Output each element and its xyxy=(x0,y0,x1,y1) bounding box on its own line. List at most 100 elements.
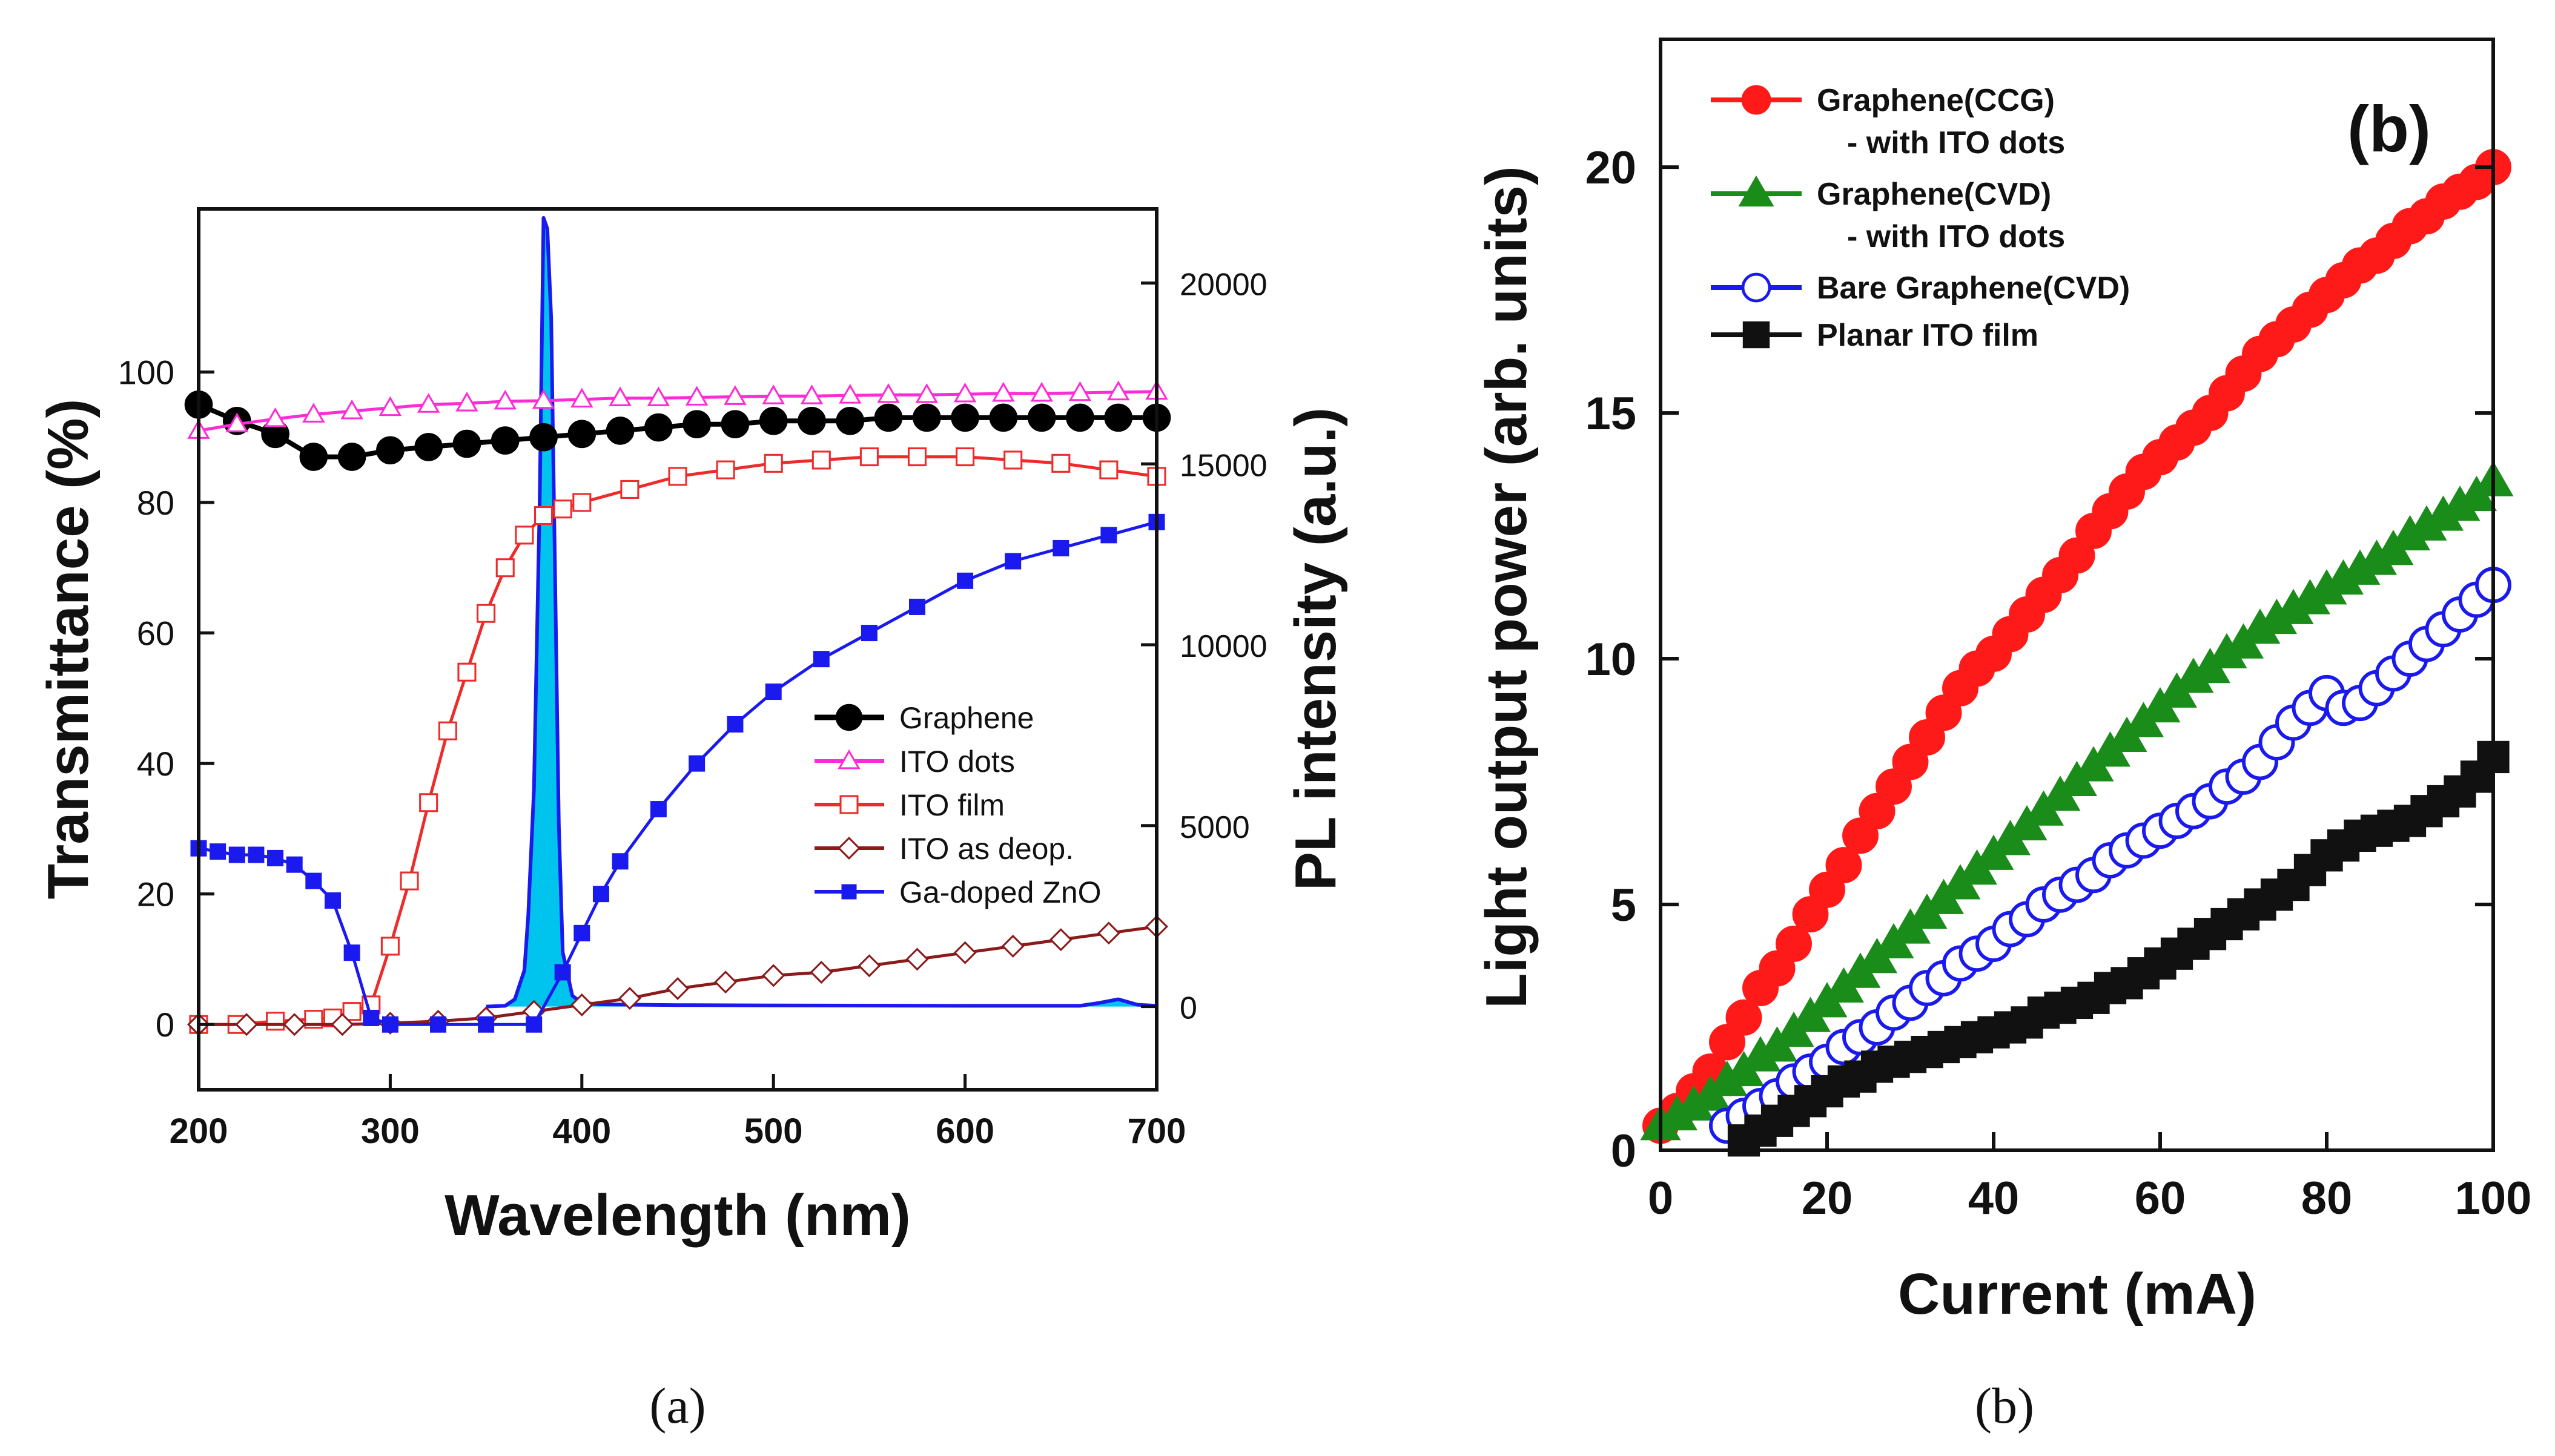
y-tick-label: 100 xyxy=(118,353,174,391)
series-ito-dots-point xyxy=(838,384,862,404)
panel-b-background xyxy=(1450,0,2555,1341)
legend-marker xyxy=(841,884,857,900)
legend-marker xyxy=(838,749,861,769)
series-ito-dots-point xyxy=(609,386,632,406)
series-ga-doped-zno-point xyxy=(343,944,360,961)
legend-marker xyxy=(839,795,859,814)
series-graphene-point xyxy=(1066,403,1094,432)
series-ito-as-deop-point xyxy=(666,977,689,1000)
series-ga-doped-zno-point xyxy=(861,625,878,642)
x-tick-label: 40 xyxy=(1968,1173,2020,1224)
series-ga-doped-zno-point xyxy=(305,872,322,889)
pl-intensity-area xyxy=(486,217,1157,1007)
legend-label-line2: - with ITO dots xyxy=(1847,219,2065,254)
series-ito-dots-point xyxy=(263,407,287,427)
series-ito-dots-point xyxy=(724,385,747,405)
series-planar-ito-film-point xyxy=(2210,908,2243,941)
y-tick-label: 5 xyxy=(1611,880,1636,931)
x-tick-label: 0 xyxy=(1648,1173,1673,1224)
series-bare-graphene-cvd xyxy=(1709,567,2511,1144)
series-ito-film-point xyxy=(1099,460,1119,479)
legend-item-planar-ito-film: Planar ITO film xyxy=(1711,318,2038,353)
legend-marker xyxy=(1741,272,1771,303)
series-graphene-ccg-point xyxy=(1925,694,1962,731)
series-ga-doped-zno-point xyxy=(382,1016,398,1033)
series-ito-as-deop-point xyxy=(905,947,929,971)
panel-a-legend: Graphene ITO dots ITO film ITO as deop. Ga-d… xyxy=(815,701,1102,909)
series-graphene-ccg-point xyxy=(1842,817,1879,854)
y2-tick-label: 10000 xyxy=(1180,629,1268,664)
series-planar-ito-film-point xyxy=(2444,775,2476,808)
x-tick-label: 700 xyxy=(1128,1112,1186,1151)
series-ito-film-point xyxy=(1051,453,1071,473)
series-ga-doped-zno-point xyxy=(612,853,629,870)
y-tick-label: 40 xyxy=(137,745,174,783)
series-ga-doped-zno-point xyxy=(592,886,609,903)
panel-b-x-axis-title: Current (mA) xyxy=(1898,1262,2256,1326)
series-ito-film-point xyxy=(956,447,975,467)
series-ito-as-deop-point xyxy=(953,941,977,964)
y-tick-label: 15 xyxy=(1585,388,1636,440)
series-ito-dots-point xyxy=(647,386,670,406)
y2-tick-label: 5000 xyxy=(1180,810,1250,845)
panel-b-legend: Graphene(CCG)- with ITO dotsGraphene(CVD… xyxy=(1711,83,2130,353)
series-ga-doped-zno-point xyxy=(286,856,303,873)
series-ito-dots-point xyxy=(800,384,824,404)
x-tick-label: 100 xyxy=(2455,1173,2532,1224)
series-graphene xyxy=(184,390,1171,471)
series-ito-dots-point xyxy=(877,383,900,403)
series-graphene-point xyxy=(989,403,1018,432)
series-ga-doped-zno-point xyxy=(573,924,590,941)
panel-b-light-output-chart: 0 20 40 60 80 100 0 5 10 15 20 Graphene(CCG) - with… xyxy=(1450,0,2555,1434)
panel-a-frame xyxy=(197,207,1159,1092)
series-ito-as-deop-point xyxy=(331,1013,354,1036)
series-graphene-ccg-point xyxy=(1909,719,1945,756)
x-tick-label: 200 xyxy=(170,1112,228,1151)
series-ito-as-deop-point xyxy=(1049,928,1073,952)
legend-label: ITO as deop. xyxy=(899,832,1074,866)
series-graphene-point xyxy=(798,406,826,435)
panel-b-y-axis-title: Light output power (arb. units) xyxy=(1474,166,1539,1009)
series-ga-doped-zno-point xyxy=(957,572,974,589)
series-ito-as-deop-point xyxy=(1097,921,1120,945)
series-ito-as-deop-point xyxy=(1001,934,1025,958)
panel-a-transmittance-chart: 200 300 400 500 600 700 0 20 40 60 80 100 0 5000 10000… xyxy=(36,207,1348,1434)
series-ito-dots-point xyxy=(762,384,785,404)
y2-tick-label: 15000 xyxy=(1180,448,1268,483)
series-ga-doped-zno-point xyxy=(324,892,341,909)
series-ga-doped-zno-point xyxy=(526,1016,543,1033)
series-ito-as-deop-point xyxy=(762,964,785,987)
series-ito-dots xyxy=(187,380,1168,439)
series-graphene-point xyxy=(1104,403,1133,432)
series-ga-doped-zno xyxy=(190,513,1165,1033)
legend-item-ito-dots: ITO dots xyxy=(815,745,1015,779)
series-graphene-point xyxy=(683,410,711,438)
x-tick-label: 300 xyxy=(361,1112,420,1151)
series-ito-as-deop-point xyxy=(858,954,881,978)
panel-a-y-axis-title: Transmittance (%) xyxy=(36,399,101,900)
y-tick-label: 10 xyxy=(1585,634,1636,685)
series-ito-film-point xyxy=(380,937,400,956)
series-ito-dots-point xyxy=(455,391,478,412)
series-graphene-point xyxy=(606,417,635,445)
series-planar-ito-film xyxy=(1727,740,2510,1157)
series-graphene-point xyxy=(1027,403,1056,432)
series-graphene-ccg-point xyxy=(1792,896,1829,933)
series-ito-film-point xyxy=(859,447,879,467)
series-graphene-ccg-point xyxy=(1809,871,1845,908)
x-tick-label: 80 xyxy=(2301,1173,2353,1224)
series-ito-as-deop-point xyxy=(810,961,833,984)
x-tick-label: 400 xyxy=(552,1112,611,1151)
legend-label: Graphene xyxy=(899,701,1034,735)
y-tick-label: 20 xyxy=(1585,142,1636,194)
series-graphene-ccg-point xyxy=(1892,743,1929,780)
series-ga-doped-zno-point xyxy=(478,1016,495,1033)
series-ga-doped-zno-point xyxy=(813,651,830,668)
series-ito-film-point xyxy=(477,604,496,623)
pl-intensity-line xyxy=(486,216,1157,1009)
series-ito-as-deop-point xyxy=(283,1013,306,1036)
series-graphene-point xyxy=(721,410,750,438)
series-graphene-point xyxy=(529,423,558,452)
legend-label-line2: - with ITO dots xyxy=(1847,125,2065,160)
